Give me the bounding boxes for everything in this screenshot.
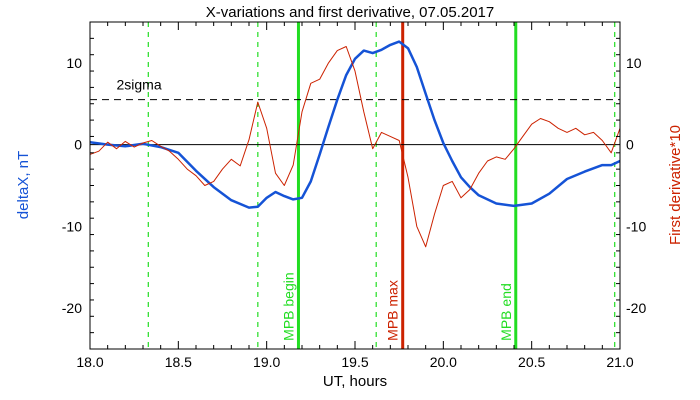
series-line-deltaX [90,40,620,209]
y-tick-label-left: 10 [66,55,82,71]
x-tick-label: 20.5 [518,354,545,370]
chart-title: X-variations and first derivative, 07.05… [206,4,495,21]
x-tick-label: 18.0 [76,354,103,370]
y-tick-label-right: 10 [626,55,642,71]
y-tick-label-left: -20 [62,300,82,316]
axis-ticks: 18.0 18.5 19.0 19.5 20.0 20.5 21.0 10 10 0 0 -10 -10… [62,21,646,370]
x-tick-label: 18.5 [165,354,192,370]
y-axis-title-right: First derivative*10 [667,125,684,245]
vertical-lines [147,22,616,349]
x-tick-label: 21.0 [606,354,633,370]
y-tick-label-right: -10 [626,218,646,234]
marker-label-1: MPB max [385,280,401,341]
marker-label-2: MPB end [498,283,514,341]
marker-labels: 2sigma MPB begin MPB max MPB end [117,77,514,341]
y-tick-label-right: -20 [626,300,646,316]
series-line-derivative [90,46,620,248]
y-tick-label-left: 0 [74,137,82,153]
y-axis-title-left: deltaX, nT [15,151,32,219]
y-tick-label-left: -10 [62,218,82,234]
reference-lines [90,99,620,146]
x-tick-label: 20.0 [430,354,457,370]
series-group [90,40,620,248]
x-tick-label: 19.0 [253,354,280,370]
marker-label-0: MPB begin [280,272,296,340]
x-tick-label: 19.5 [341,354,368,370]
sigma-label: 2sigma [117,77,162,93]
x-axis-title: UT, hours [323,373,387,390]
y-tick-label-right: 0 [626,137,634,153]
